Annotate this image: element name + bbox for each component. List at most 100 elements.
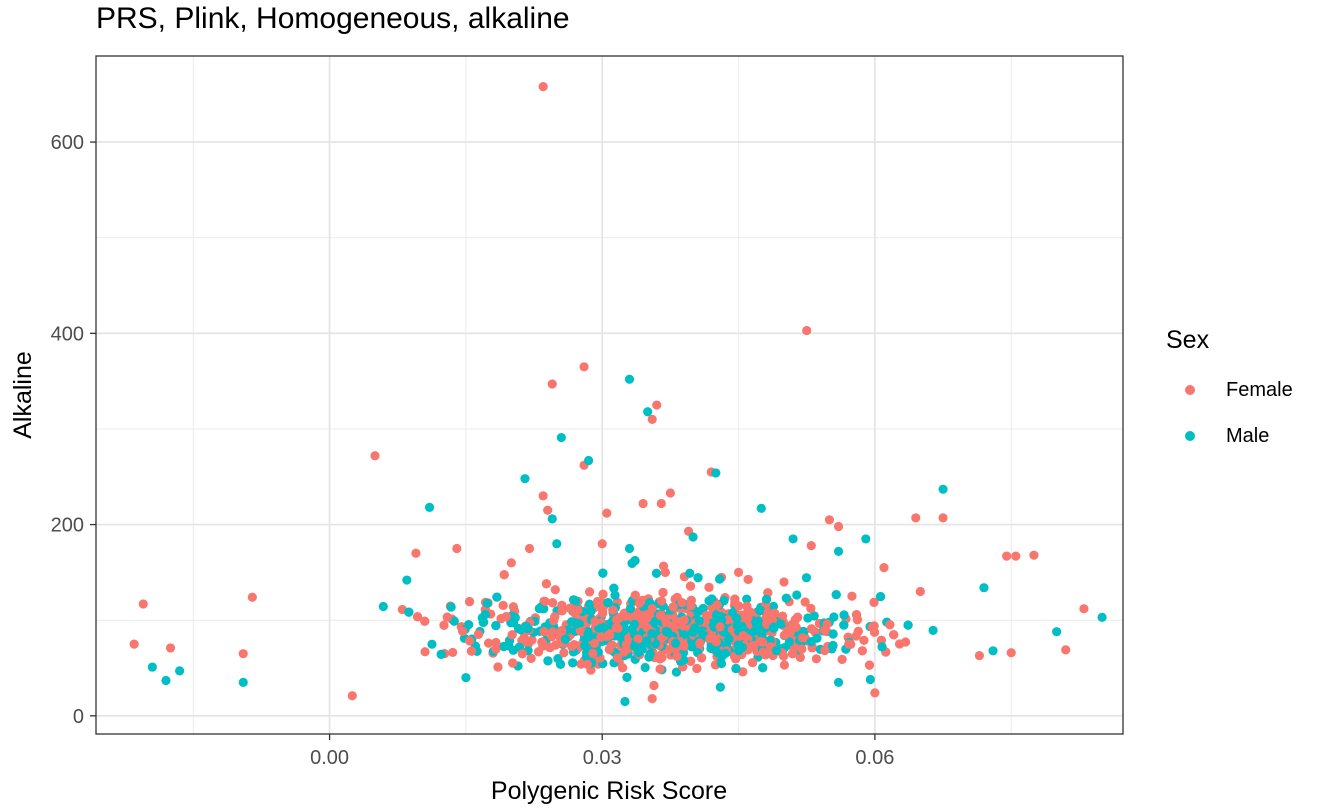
female-point [867, 622, 877, 632]
male-point [523, 624, 533, 634]
female-point [452, 543, 462, 554]
female-point [679, 615, 689, 625]
female-point [660, 567, 670, 577]
female-point [129, 639, 139, 649]
female-point [547, 631, 557, 642]
male-point [552, 539, 562, 549]
legend-item-male: Male [1166, 413, 1293, 459]
male-point [877, 642, 887, 652]
female-point [483, 638, 494, 648]
female-point [779, 660, 790, 670]
male-point [510, 613, 520, 623]
female-point [501, 612, 511, 622]
female-point [652, 400, 662, 410]
female-point [588, 648, 598, 658]
female-point [661, 618, 671, 628]
male-point [753, 616, 763, 626]
male-point [461, 672, 471, 683]
female-point [466, 646, 477, 656]
points-cloud [378, 556, 938, 691]
male-point [580, 641, 590, 651]
male-point [688, 627, 698, 637]
male-point [742, 594, 752, 604]
male-point [809, 611, 819, 621]
plot-border [95, 55, 1124, 735]
x-tick-label: 0.03 [583, 747, 622, 769]
female-point [656, 596, 667, 606]
male-point [715, 682, 725, 692]
female-point [712, 600, 722, 610]
female-point [837, 654, 847, 665]
male-point [478, 617, 488, 628]
female-point [715, 622, 725, 632]
male-point [806, 637, 816, 647]
female-point [540, 596, 550, 607]
female-point [557, 626, 567, 636]
male-point [624, 374, 635, 384]
male-point [599, 622, 609, 632]
male-point [671, 638, 681, 648]
male-point [839, 610, 849, 620]
male-point [792, 590, 802, 600]
male-point [499, 641, 509, 652]
male-point [645, 649, 655, 659]
female-point [1079, 604, 1089, 614]
male-point [828, 629, 838, 639]
male-point [568, 658, 578, 668]
female-point [806, 624, 817, 634]
male-point [839, 620, 849, 630]
y-tick-label: 0 [73, 706, 84, 728]
female-point [598, 608, 608, 618]
female-point [584, 587, 595, 597]
male-point [833, 677, 844, 687]
legend-item-female: Female [1166, 367, 1293, 413]
legend-key-male [1178, 424, 1202, 448]
female-point [647, 694, 657, 704]
male-point [647, 628, 657, 639]
male-point [651, 568, 662, 578]
male-point [625, 604, 635, 614]
male-point [827, 644, 837, 654]
male-point [560, 634, 571, 644]
female-point [498, 600, 508, 611]
male-point [661, 626, 671, 637]
male-point [979, 583, 989, 593]
female-point [647, 603, 657, 614]
male-point [679, 630, 689, 640]
female-point [543, 505, 553, 515]
male-point [1097, 612, 1107, 622]
male-point [238, 677, 248, 687]
female-point [538, 82, 548, 92]
male-point [903, 620, 913, 630]
male-point [765, 635, 775, 645]
female-point [889, 630, 899, 640]
female-point [247, 592, 257, 602]
female-point [974, 650, 985, 661]
male-point [688, 532, 698, 542]
male-point [543, 656, 553, 666]
female-point [626, 611, 637, 621]
female-point [524, 543, 535, 554]
male-point [776, 619, 786, 629]
male-dot-icon [1185, 431, 1195, 441]
female-point [412, 612, 423, 622]
female-point [695, 638, 705, 648]
male-point [147, 662, 157, 672]
male-point [719, 595, 729, 606]
female-point [885, 620, 895, 630]
female-point [611, 623, 621, 633]
female-point [738, 630, 748, 641]
points-key [129, 82, 1107, 707]
female-point [864, 660, 875, 670]
male-point [555, 659, 566, 669]
female-point [550, 585, 560, 595]
male-point [534, 603, 545, 614]
male-point [585, 606, 595, 616]
female-point [633, 634, 643, 644]
x-axis-title: Polygenic Risk Score [491, 777, 727, 805]
female-point [448, 647, 458, 658]
female-point [802, 325, 812, 336]
female-point [795, 652, 805, 662]
female-point [798, 633, 808, 643]
female-point [844, 639, 854, 649]
